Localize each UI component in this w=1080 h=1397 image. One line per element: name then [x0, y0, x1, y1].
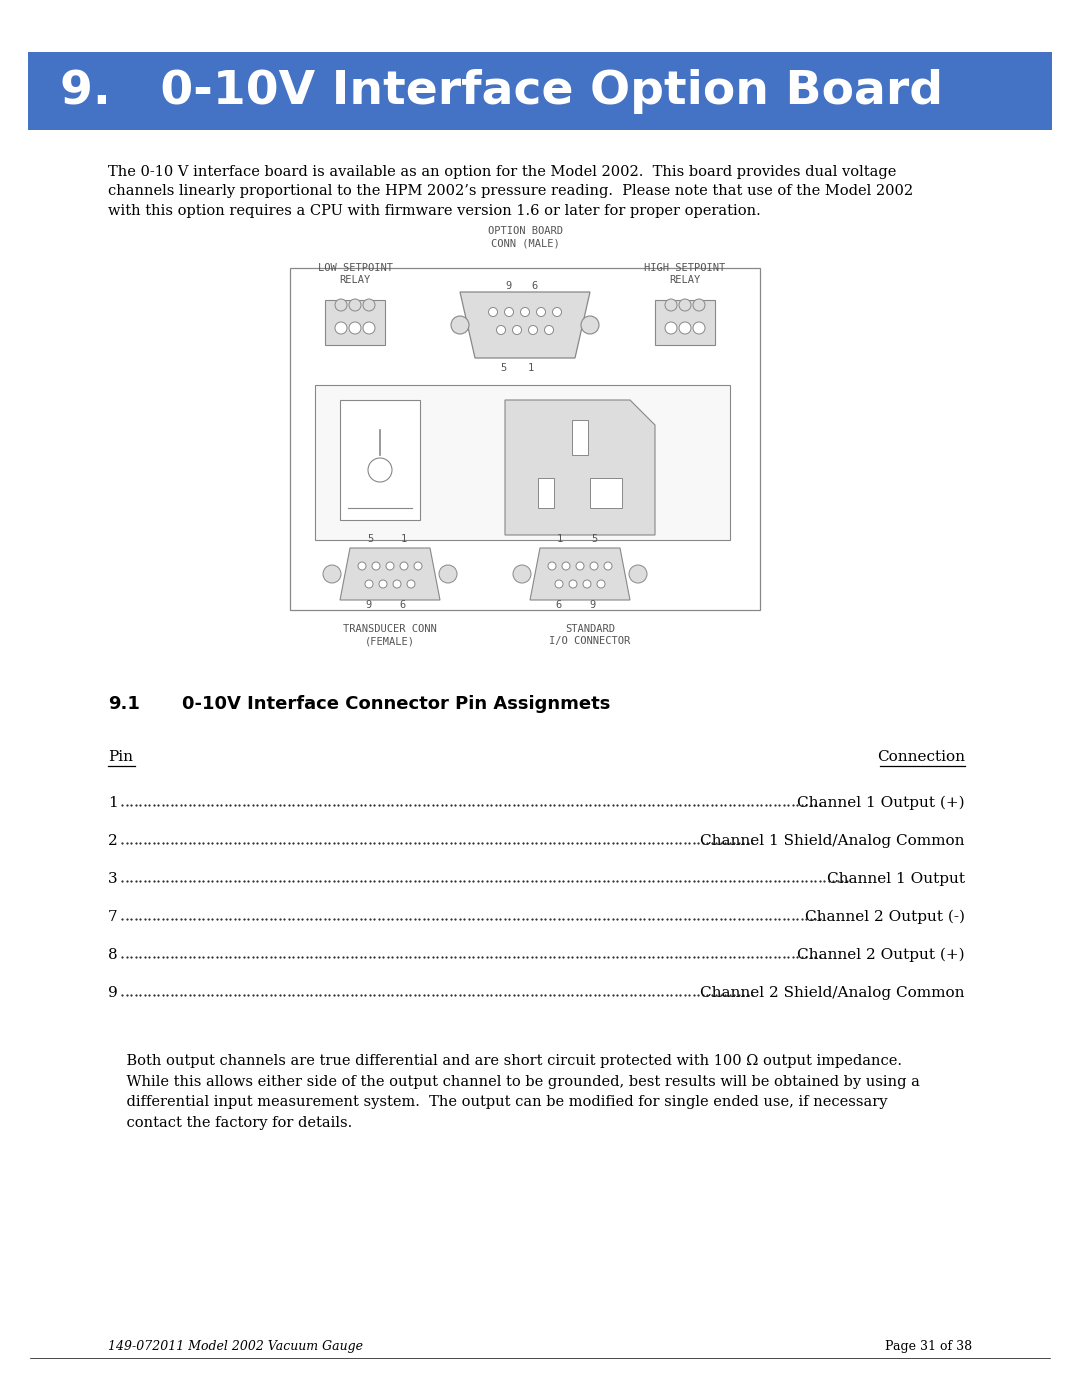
- Circle shape: [521, 307, 529, 317]
- Text: The 0-10 V interface board is available as an option for the Model 2002.  This b: The 0-10 V interface board is available …: [108, 165, 913, 218]
- Circle shape: [693, 321, 705, 334]
- Polygon shape: [530, 548, 630, 599]
- Polygon shape: [340, 548, 440, 599]
- Text: LOW SETPOINT
RELAY: LOW SETPOINT RELAY: [318, 263, 392, 285]
- FancyBboxPatch shape: [28, 52, 1052, 130]
- Circle shape: [576, 562, 584, 570]
- Circle shape: [562, 562, 570, 570]
- Text: Channel 1 Output: Channel 1 Output: [827, 872, 966, 886]
- Circle shape: [349, 299, 361, 312]
- Text: 6: 6: [531, 281, 538, 291]
- Text: 9: 9: [365, 599, 372, 610]
- Circle shape: [400, 562, 408, 570]
- Circle shape: [544, 326, 554, 334]
- Circle shape: [597, 580, 605, 588]
- FancyBboxPatch shape: [572, 420, 588, 455]
- Circle shape: [335, 321, 347, 334]
- Circle shape: [590, 562, 598, 570]
- Circle shape: [665, 299, 677, 312]
- Text: 149-072011 Model 2002 Vacuum Gauge: 149-072011 Model 2002 Vacuum Gauge: [108, 1340, 363, 1354]
- Text: 5: 5: [500, 363, 507, 373]
- Text: 6: 6: [399, 599, 405, 610]
- Circle shape: [679, 321, 691, 334]
- FancyBboxPatch shape: [315, 386, 730, 541]
- Text: 2: 2: [108, 834, 118, 848]
- Circle shape: [363, 299, 375, 312]
- Circle shape: [504, 307, 513, 317]
- Text: OPTION BOARD
CONN (MALE): OPTION BOARD CONN (MALE): [487, 225, 563, 249]
- Circle shape: [583, 580, 591, 588]
- Circle shape: [363, 321, 375, 334]
- Text: STANDARD
I/O CONNECTOR: STANDARD I/O CONNECTOR: [550, 624, 631, 647]
- Text: 8: 8: [108, 949, 118, 963]
- Text: 9.   0-10V Interface Option Board: 9. 0-10V Interface Option Board: [60, 68, 943, 113]
- Text: Both output channels are true differential and are short circuit protected with : Both output channels are true differenti…: [108, 1053, 920, 1130]
- Circle shape: [693, 299, 705, 312]
- Text: 9: 9: [505, 281, 512, 291]
- Circle shape: [604, 562, 612, 570]
- Circle shape: [393, 580, 401, 588]
- Text: Channel 1 Shield/Analog Common: Channel 1 Shield/Analog Common: [701, 834, 966, 848]
- Circle shape: [386, 562, 394, 570]
- Circle shape: [365, 580, 373, 588]
- Text: TRANSDUCER CONN
(FEMALE): TRANSDUCER CONN (FEMALE): [343, 624, 437, 647]
- Polygon shape: [460, 292, 590, 358]
- Text: 9: 9: [108, 986, 118, 1000]
- Circle shape: [357, 562, 366, 570]
- Text: 1: 1: [401, 534, 407, 543]
- Text: 0-10V Interface Connector Pin Assignmets: 0-10V Interface Connector Pin Assignmets: [183, 694, 610, 712]
- Circle shape: [513, 326, 522, 334]
- Circle shape: [555, 580, 563, 588]
- Circle shape: [513, 564, 531, 583]
- Circle shape: [537, 307, 545, 317]
- FancyBboxPatch shape: [654, 300, 715, 345]
- Text: Pin: Pin: [108, 750, 133, 764]
- Circle shape: [379, 580, 387, 588]
- Circle shape: [438, 564, 457, 583]
- Text: Channel 2 Output (-): Channel 2 Output (-): [805, 909, 966, 925]
- Text: 9.1: 9.1: [108, 694, 140, 712]
- Text: 1: 1: [108, 796, 118, 810]
- Text: Channel 2 Shield/Analog Common: Channel 2 Shield/Analog Common: [701, 986, 966, 1000]
- Circle shape: [665, 321, 677, 334]
- Text: 5: 5: [367, 534, 373, 543]
- Circle shape: [407, 580, 415, 588]
- Text: 1: 1: [557, 534, 563, 543]
- Circle shape: [679, 299, 691, 312]
- Text: 7: 7: [108, 909, 118, 923]
- Circle shape: [488, 307, 498, 317]
- Circle shape: [335, 299, 347, 312]
- Text: Page 31 of 38: Page 31 of 38: [885, 1340, 972, 1354]
- Circle shape: [548, 562, 556, 570]
- Circle shape: [323, 564, 341, 583]
- FancyBboxPatch shape: [325, 300, 384, 345]
- Text: Channel 1 Output (+): Channel 1 Output (+): [797, 796, 966, 810]
- Text: Connection: Connection: [877, 750, 966, 764]
- Circle shape: [451, 316, 469, 334]
- Text: Channel 2 Output (+): Channel 2 Output (+): [797, 949, 966, 963]
- Text: HIGH SETPOINT
RELAY: HIGH SETPOINT RELAY: [645, 263, 726, 285]
- FancyBboxPatch shape: [291, 268, 760, 610]
- Text: 1: 1: [528, 363, 535, 373]
- Circle shape: [497, 326, 505, 334]
- Polygon shape: [505, 400, 654, 535]
- Text: 5: 5: [591, 534, 597, 543]
- FancyBboxPatch shape: [538, 478, 554, 509]
- Circle shape: [581, 316, 599, 334]
- FancyBboxPatch shape: [340, 400, 420, 520]
- Circle shape: [569, 580, 577, 588]
- Circle shape: [372, 562, 380, 570]
- Text: 6: 6: [555, 599, 562, 610]
- Circle shape: [553, 307, 562, 317]
- Circle shape: [528, 326, 538, 334]
- Circle shape: [349, 321, 361, 334]
- Circle shape: [629, 564, 647, 583]
- Text: 3: 3: [108, 872, 118, 886]
- Text: 9: 9: [589, 599, 595, 610]
- FancyBboxPatch shape: [590, 478, 622, 509]
- Circle shape: [414, 562, 422, 570]
